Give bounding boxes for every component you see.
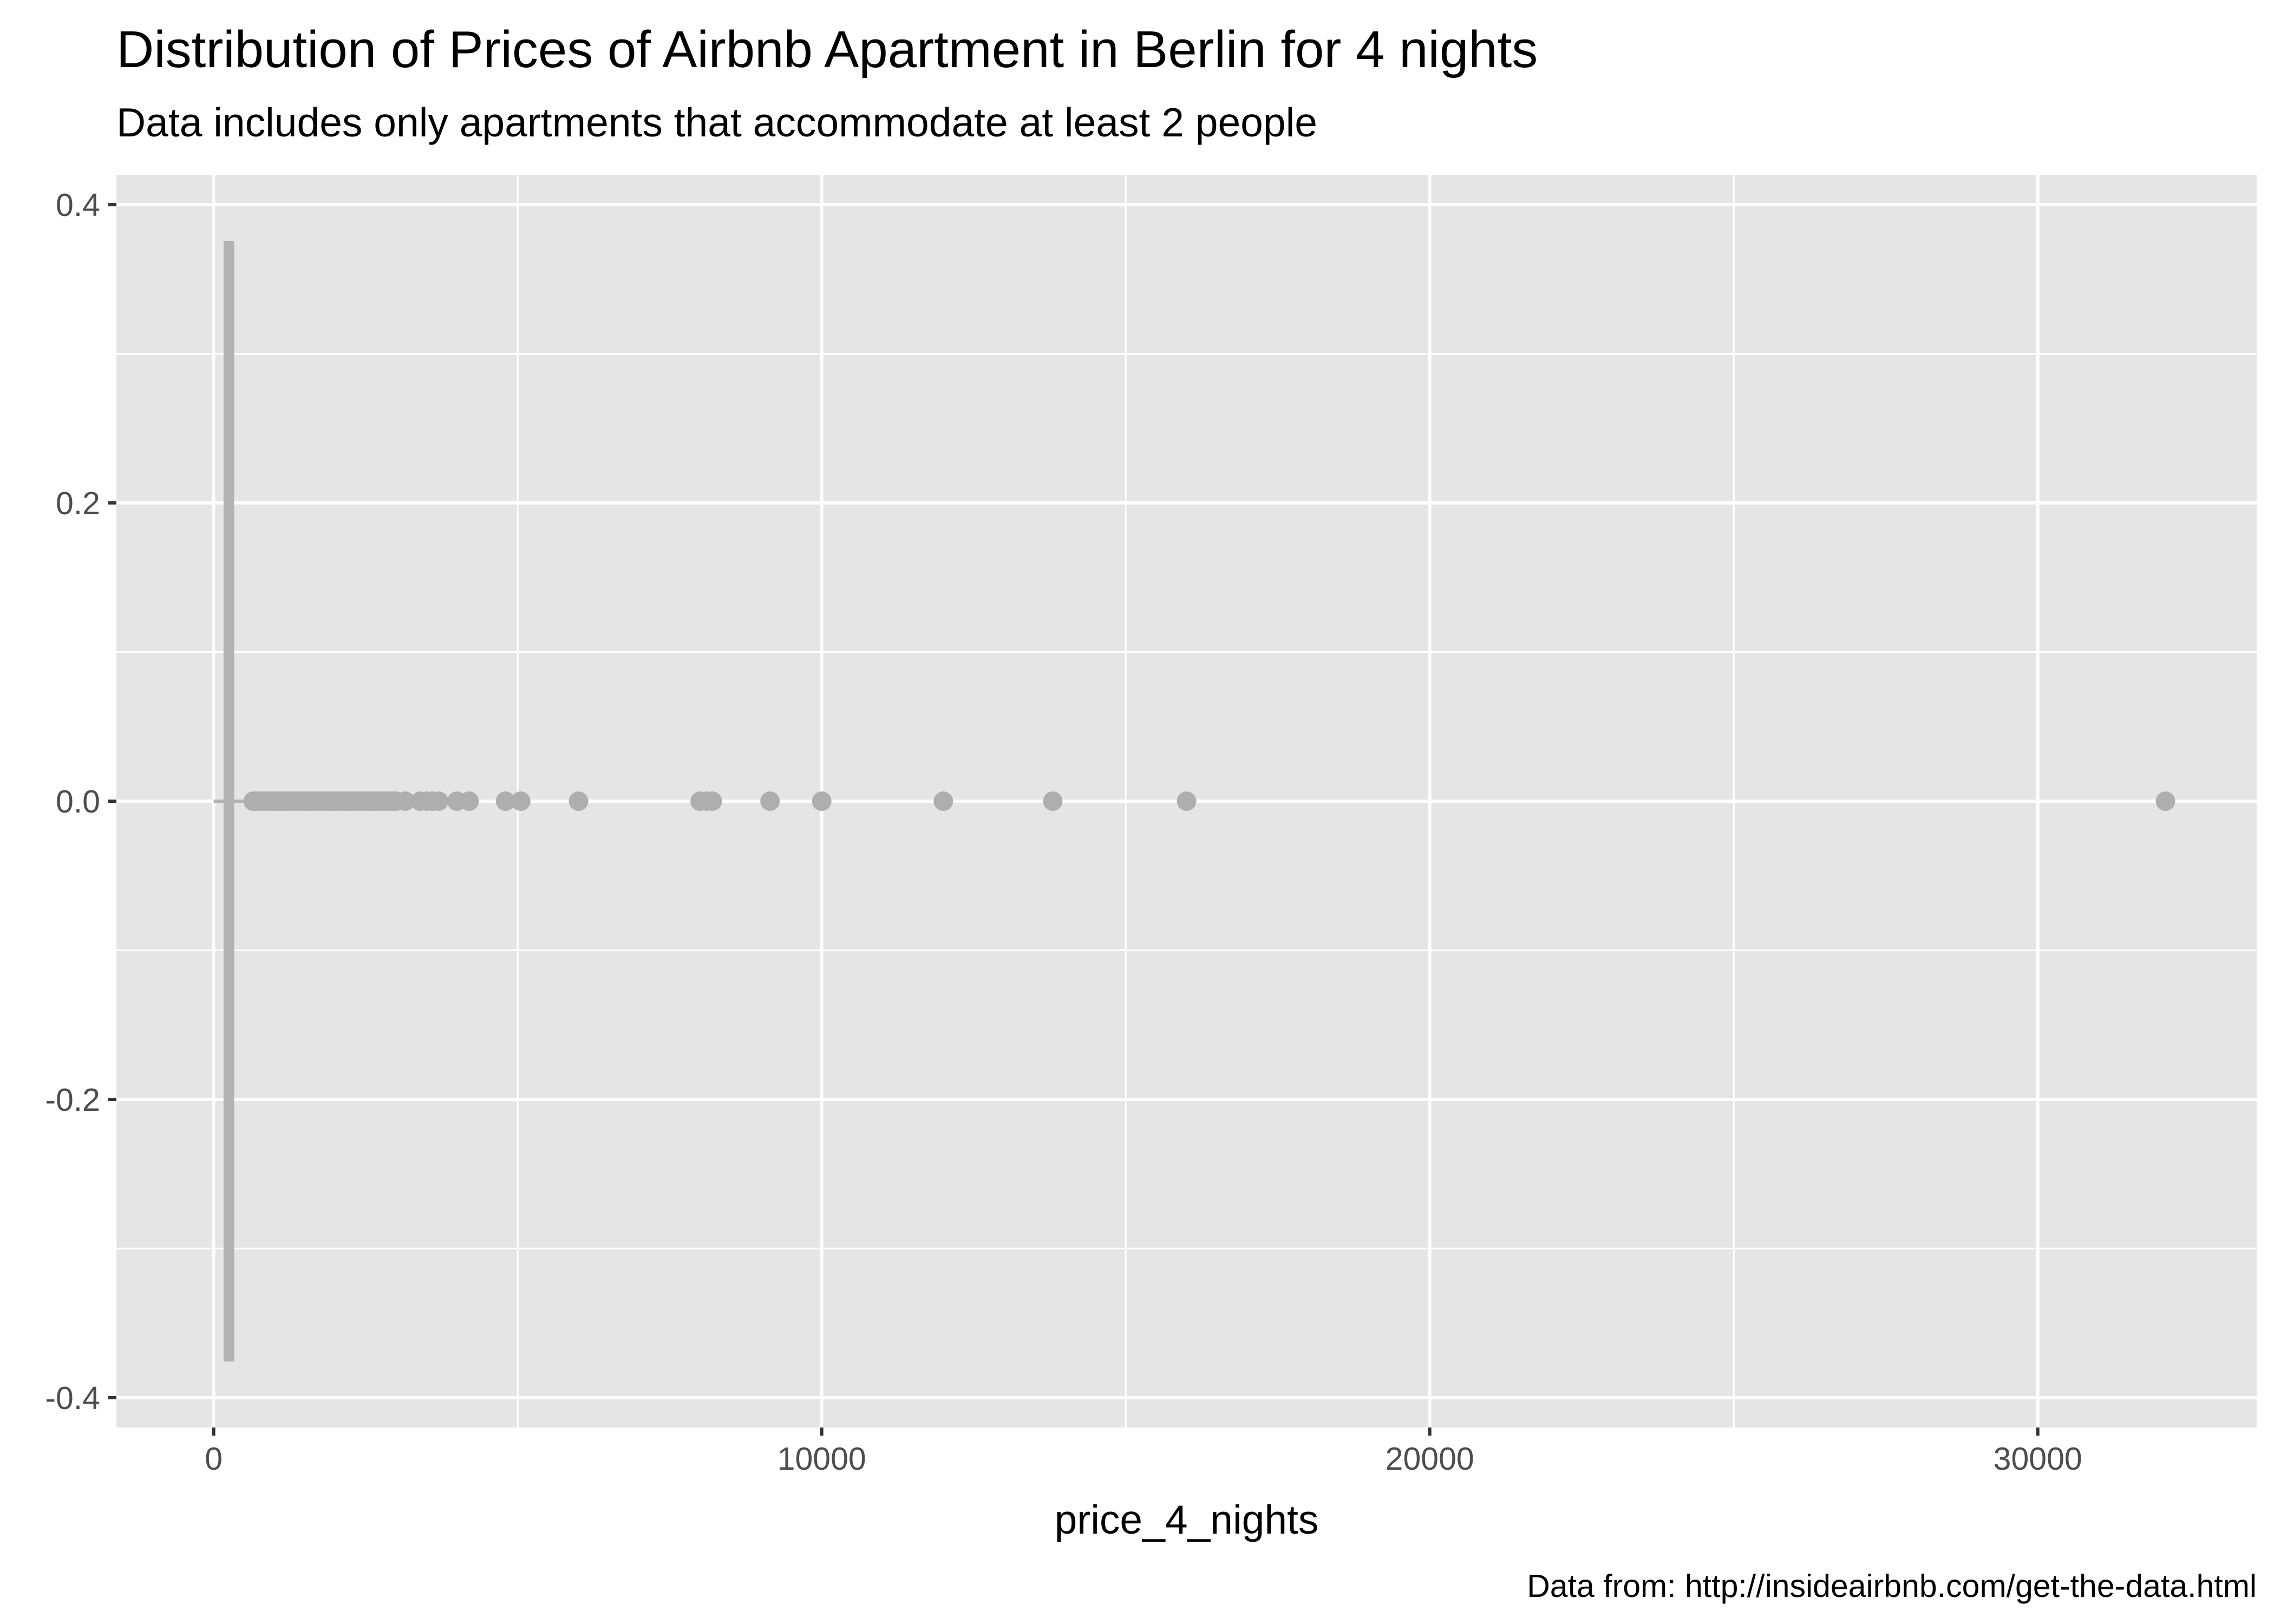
outlier-point — [511, 791, 531, 811]
outlier-point — [1043, 791, 1063, 811]
y-tick-label: -0.4 — [45, 1380, 100, 1416]
outlier-point — [702, 791, 722, 811]
outlier-point — [429, 791, 449, 811]
chart-title: Distribution of Prices of Airbnb Apartme… — [116, 21, 1538, 78]
x-tick-label: 30000 — [1994, 1441, 2082, 1477]
outlier-point — [1177, 791, 1197, 811]
x-tick-label: 10000 — [777, 1441, 866, 1477]
y-tick-label: -0.2 — [45, 1082, 100, 1118]
x-tick-label: 0 — [205, 1441, 223, 1477]
outlier-point — [495, 791, 515, 811]
x-tick-label: 20000 — [1386, 1441, 1474, 1477]
boxplot — [213, 240, 252, 1362]
x-axis: 0 10000 20000 30000 — [205, 1427, 2082, 1477]
x-axis-title: price_4_nights — [1055, 1497, 1319, 1542]
y-axis: 0.4 0.2 0.0 -0.2 -0.4 — [45, 187, 116, 1416]
outlier-point — [933, 791, 953, 811]
outlier-point — [2155, 791, 2175, 811]
y-tick-label: 0.2 — [56, 486, 100, 521]
outlier-point — [395, 791, 415, 811]
outlier-point — [812, 791, 832, 811]
outlier-point — [568, 791, 589, 811]
outlier-point — [760, 791, 780, 811]
outlier-point — [459, 791, 479, 811]
y-tick-label: 0.4 — [56, 187, 100, 223]
outlier-points — [243, 791, 2175, 811]
chart-subtitle: Data includes only apartments that accom… — [116, 100, 1317, 145]
y-tick-label: 0.0 — [56, 784, 100, 820]
chart-caption: Data from: http://insideairbnb.com/get-t… — [1527, 1568, 2257, 1604]
